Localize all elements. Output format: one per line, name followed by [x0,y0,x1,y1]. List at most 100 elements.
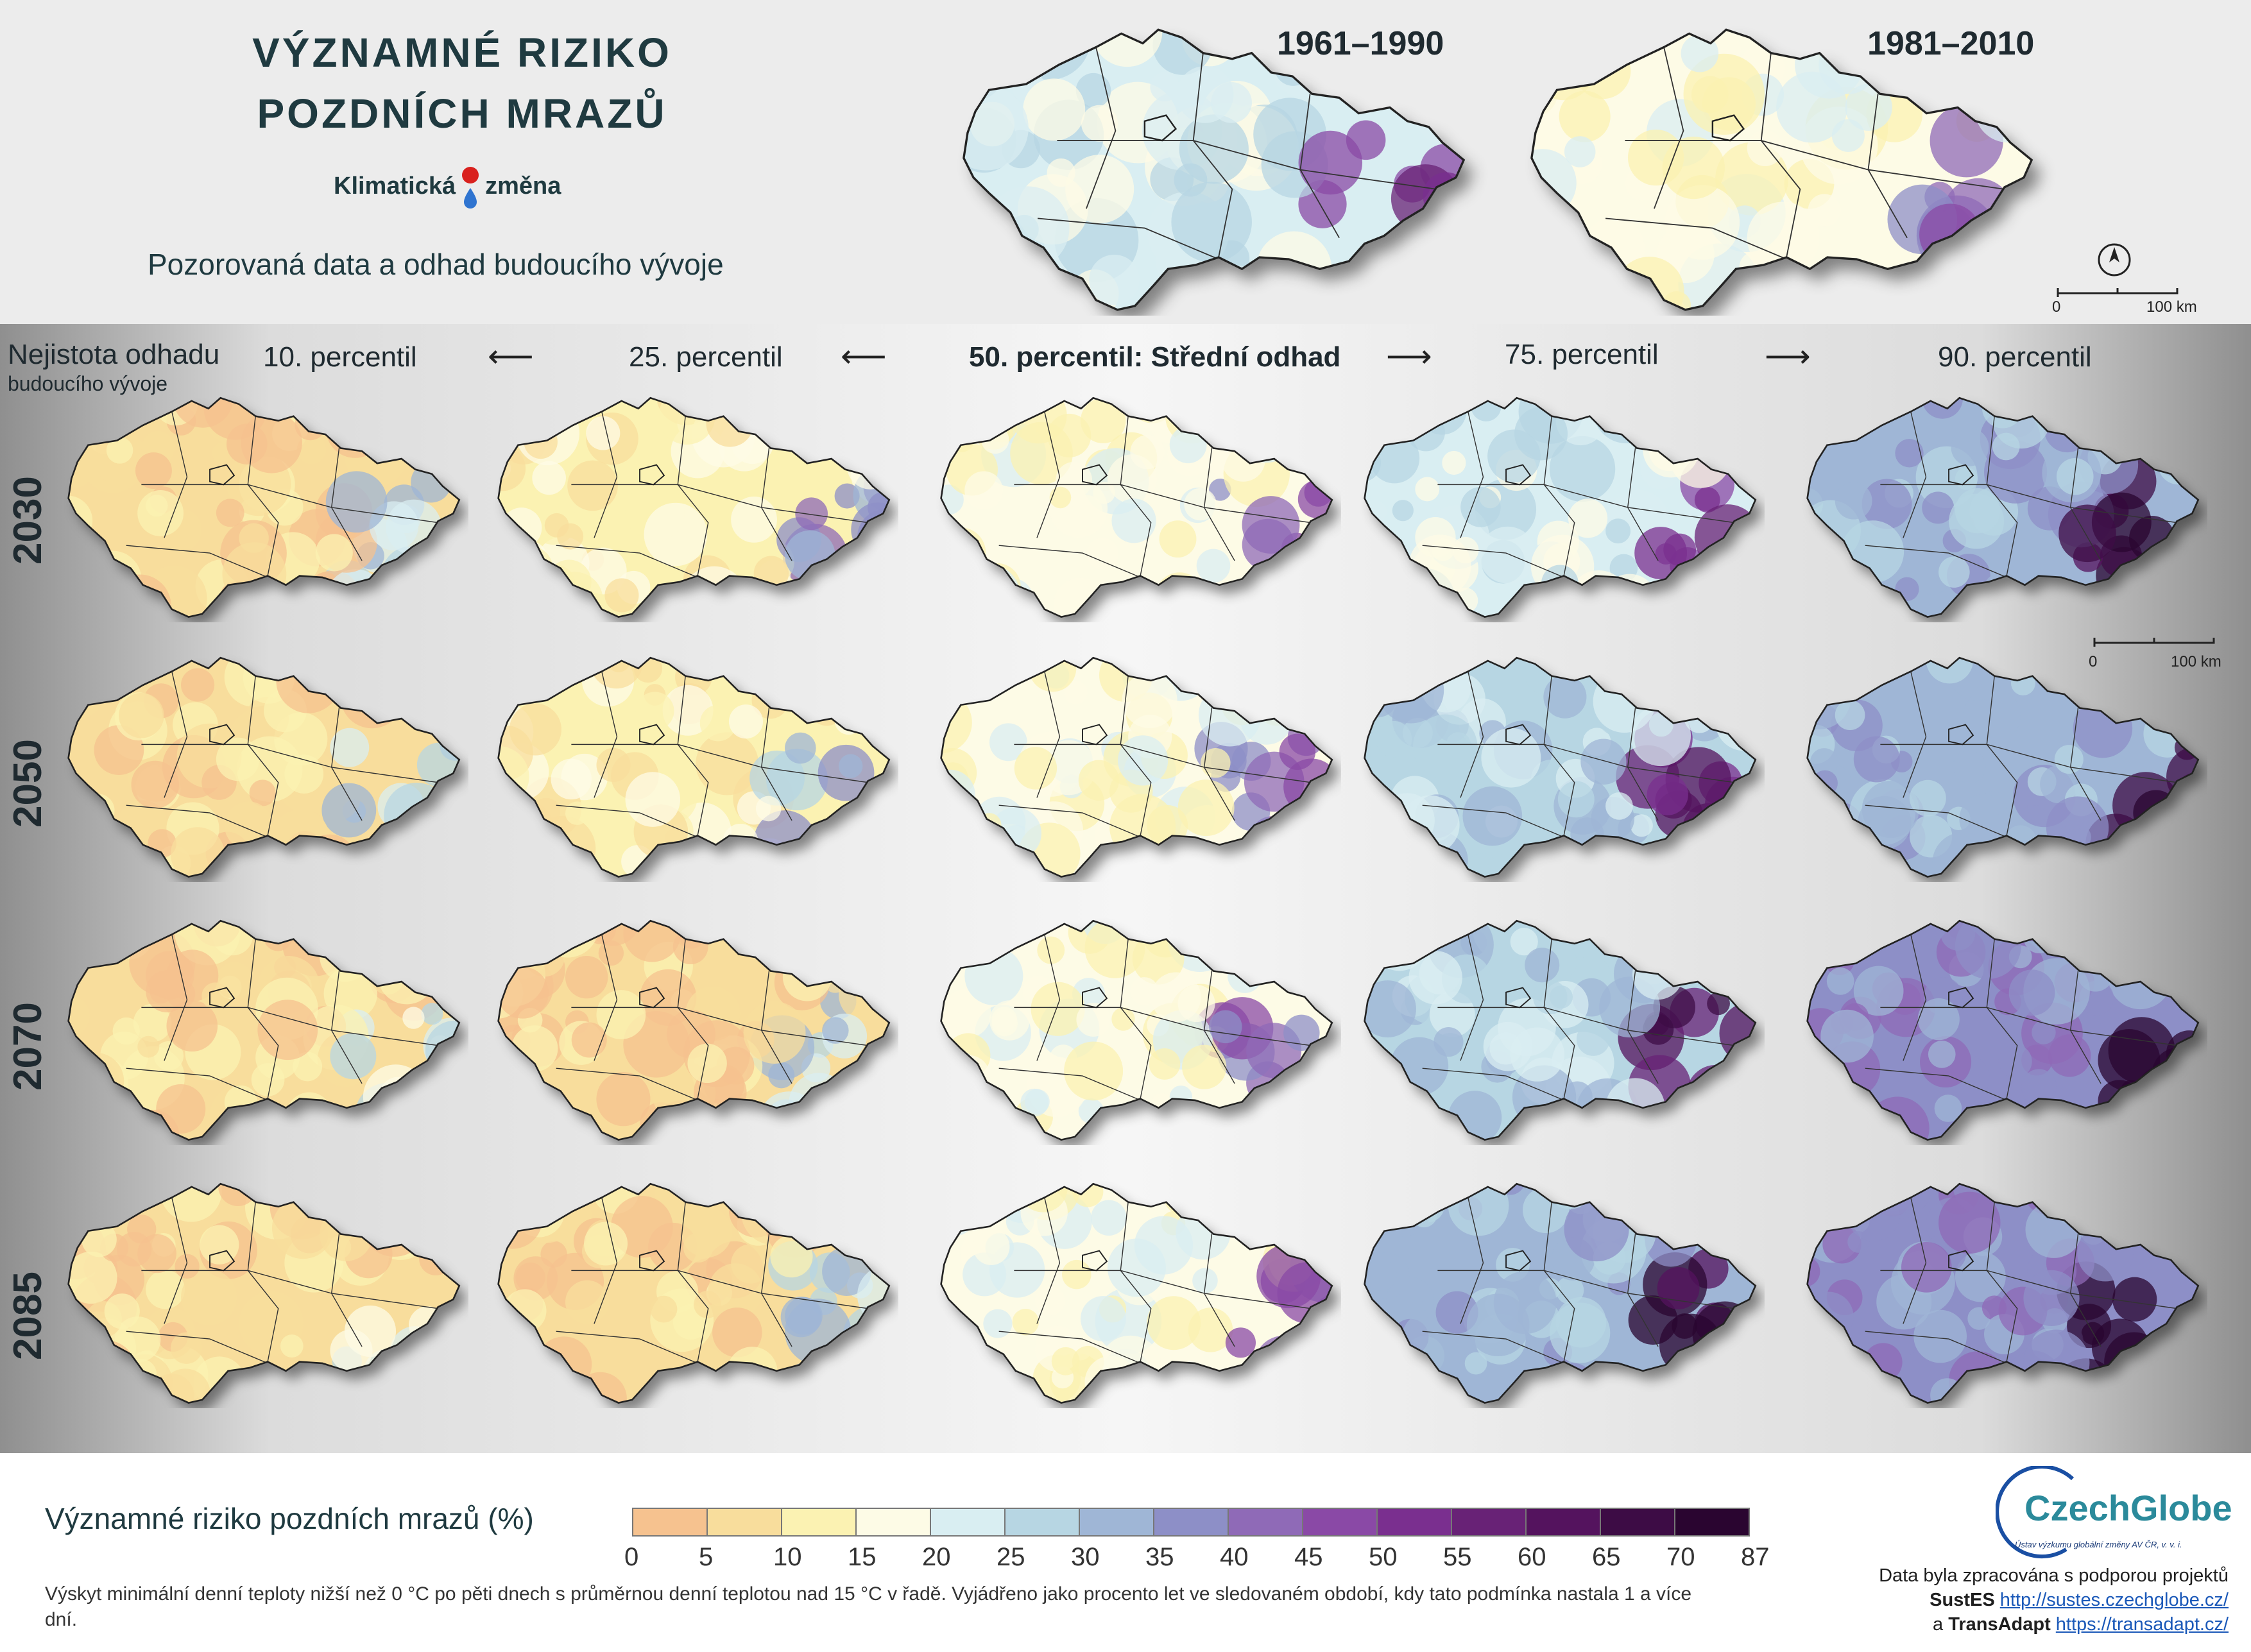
map-2030-p1 [58,385,468,622]
project-1-name: SustES [1930,1590,1995,1610]
year-label-2085: 2085 [6,1272,50,1360]
title-line-2: POZDNÍCH MRAZŮ [257,90,667,137]
map-2085-p4 [1354,1171,1765,1408]
map-svg [1364,1182,1757,1404]
legend-color-scale [632,1508,1750,1537]
scalebar-top [2057,285,2178,302]
legend-swatch [1228,1508,1303,1537]
year-label-2050: 2050 [6,739,50,828]
legend-tick-label: 40 [1220,1543,1249,1571]
legend-note: Výskyt minimální denní teploty nižší než… [45,1583,1692,1630]
percentile-10-label: 10. percentil [263,341,417,373]
czechglobe-logo-icon [1995,1465,2085,1565]
map-2070-p1 [58,908,468,1145]
legend-tick-label: 0 [624,1543,639,1571]
map-svg [1530,28,2033,311]
scalebar-top-end: 100 km [2146,298,2197,316]
map-svg [1806,396,2200,618]
credit-line-3: a TransAdapt https://transadapt.cz/ [1933,1614,2229,1635]
period-label-1: 1961–1990 [1277,25,1444,62]
percentile-25-label: 25. percentil [629,341,783,373]
legend-swatch [632,1508,708,1537]
map-observed-1981-2010 [1505,14,2057,316]
legend-tick-label: 20 [922,1543,951,1571]
map-svg [940,656,1333,878]
title-line-1: VÝZNAMNÉ RIZIKO [252,30,672,76]
logo-name: CzechGlobe [2024,1488,2232,1528]
map-svg [67,919,461,1141]
credit-line-1: Data byla zpracována s podporou projektů [1879,1565,2229,1586]
brand-logo: Klimatická změna [334,164,561,209]
legend-tick-label: 10 [773,1543,802,1571]
map-2070-p2 [488,908,898,1145]
map-2050-p4 [1354,645,1765,882]
subtitle: Pozorovaná data a odhad budoucího vývoje [148,248,724,281]
year-label-2030: 2030 [6,476,50,565]
map-2050-p5 [1797,645,2207,882]
percentile-75-label: 75. percentil [1505,339,1659,370]
map-svg [1364,396,1757,618]
map-svg [67,656,461,878]
map-svg [963,28,1465,311]
legend-tick-label: 65 [1592,1543,1621,1571]
legend-swatch [1376,1508,1452,1537]
legend-swatch [1525,1508,1601,1537]
map-2070-p4 [1354,908,1765,1145]
project-2-link[interactable]: https://transadapt.cz/ [2055,1614,2229,1635]
legend-swatch [1153,1508,1229,1537]
map-svg [940,919,1333,1141]
project-1-link[interactable]: http://sustes.czechglobe.cz/ [1999,1590,2229,1610]
map-svg [1364,656,1757,878]
legend-swatch [930,1508,1006,1537]
north-arrow-icon [2095,241,2134,282]
map-2085-p3 [930,1171,1341,1408]
credit-conjunction: a [1933,1614,1944,1635]
map-svg [940,1182,1333,1404]
legend-tick-label: 87 [1741,1543,1770,1571]
map-2030-p5 [1797,385,2207,622]
year-label-2070: 2070 [6,1002,50,1091]
map-svg [1806,656,2200,878]
percentile-90-label: 90. percentil [1938,341,2092,373]
arrow-right-icon: ⟶ [1765,338,1811,374]
brand-right: změna [485,172,561,200]
map-svg [1806,919,2200,1141]
scalebar-grid-end: 100 km [2171,653,2221,670]
legend-tick-label: 25 [997,1543,1025,1571]
legend-tick-label: 35 [1145,1543,1174,1571]
period-label-2: 1981–2010 [1867,25,2035,62]
credit-line-2: SustES http://sustes.czechglobe.cz/ [1930,1590,2229,1611]
map-svg [67,396,461,618]
map-2030-p3 [930,385,1341,622]
legend-swatch [1451,1508,1527,1537]
project-2-name: TransAdapt [1948,1614,2051,1635]
scalebar-top-start: 0 [2052,298,2061,316]
map-2050-p1 [58,645,468,882]
legend-panel [0,1453,2251,1652]
legend-swatch [706,1508,782,1537]
uncertainty-sublabel: budoucího vývoje [8,372,168,395]
legend-tick-label: 45 [1294,1543,1323,1571]
legend-swatch [1674,1508,1750,1537]
scalebar-grid [2093,635,2215,651]
percentile-50-label: 50. percentil: Střední odhad [969,341,1341,373]
arrow-right-icon: ⟶ [1386,338,1432,374]
legend-title: Významné riziko pozdních mrazů (%) [45,1502,534,1535]
map-svg [1806,1182,2200,1404]
legend-swatch [855,1508,931,1537]
legend-swatch [781,1508,857,1537]
map-svg [497,656,891,878]
map-svg [67,1182,461,1404]
arrow-left-icon: ⟵ [488,338,534,374]
legend-tick-label: 15 [848,1543,877,1571]
legend-tick-label: 5 [699,1543,714,1571]
map-svg [1364,919,1757,1141]
map-2030-p4 [1354,385,1765,622]
map-2085-p1 [58,1171,468,1408]
map-2050-p3 [930,645,1341,882]
legend-swatch [1079,1508,1154,1537]
uncertainty-label: Nejistota odhadu [8,339,220,370]
map-2070-p3 [930,908,1341,1145]
map-2050-p2 [488,645,898,882]
legend-tick-label: 70 [1666,1543,1695,1571]
